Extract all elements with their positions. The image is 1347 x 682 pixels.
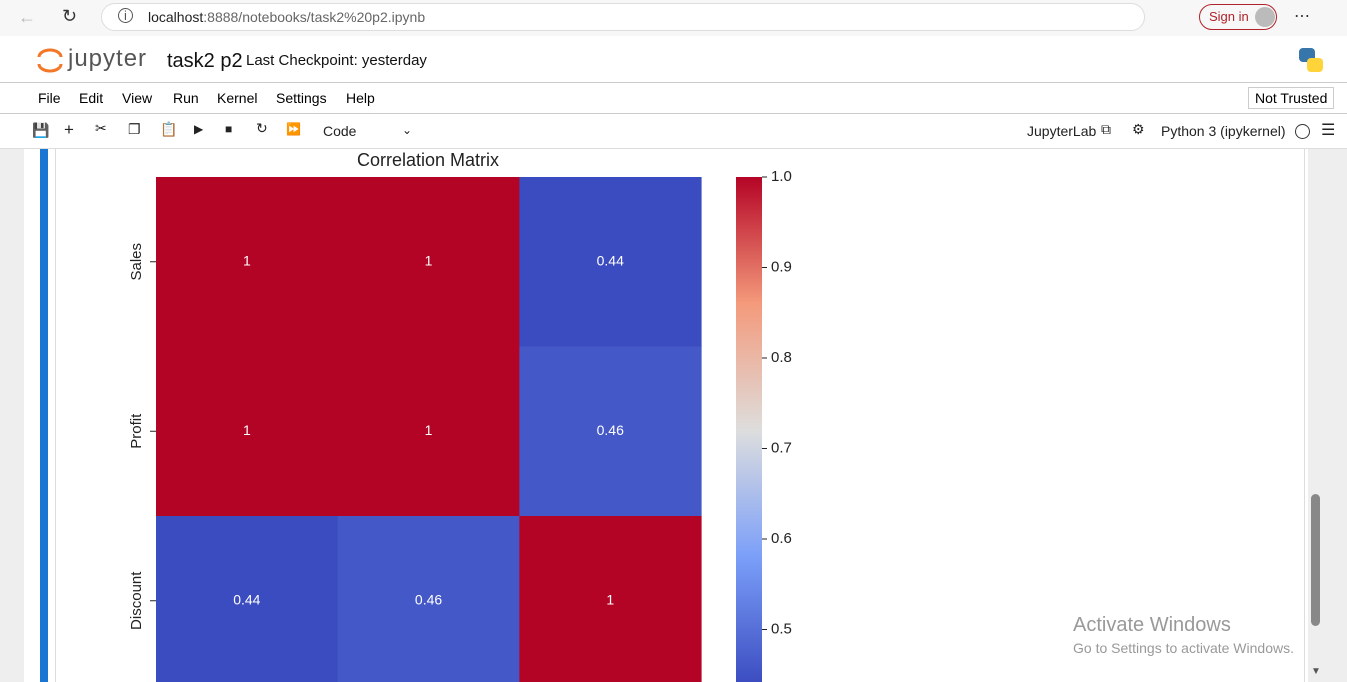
checkpoint: Last Checkpoint: yesterday [246,52,427,69]
colorbar-tick-label: 0.8 [771,349,792,366]
cell-label: 1 [425,252,433,268]
heatmap-cell [337,516,520,682]
external-icon: ⧉ [1101,121,1111,137]
cut-button[interactable]: ✂ [95,120,107,136]
colorbar-tick-label: 1.0 [771,168,792,185]
heatmap-cell [519,177,702,347]
jupyter-logo[interactable]: jupyter [68,45,148,72]
copy-button[interactable]: ❐ [128,121,141,137]
watermark-subtitle: Go to Settings to activate Windows. [1073,640,1294,656]
menu-item[interactable]: View [122,90,153,106]
active-cell-bar [40,149,48,682]
heatmap-cell [519,346,702,517]
cell-type[interactable]: Code [323,123,357,139]
jupyter-logo-mark [37,48,63,73]
run-button[interactable]: ▶ [194,122,204,136]
chart-title: Correlation Matrix [357,150,499,170]
scroll-down[interactable]: ▼ [1311,666,1321,677]
colorbar [736,177,762,682]
toolbar: 💾 + ✂ ❐ 📋 ▶ ■ ↻ ⏩ Code ⌄ JupyterLab ⧉ ⚙ … [0,114,1347,149]
notebook-name[interactable]: task2 p2 [167,50,243,72]
avatar [1255,7,1275,27]
menu-item[interactable]: Run [173,90,199,106]
site-info[interactable]: i [118,8,133,23]
heatmap-cell [156,516,339,682]
kernel-name[interactable]: Python 3 (ipykernel) [1161,123,1286,139]
back-button[interactable]: ← [18,7,36,27]
debugger-icon[interactable]: ⚙ [1132,121,1145,137]
cell-label: 0.44 [597,252,624,268]
cell-label: 1 [243,422,251,438]
menu-item[interactable]: Help [346,90,375,106]
colorbar-tick-label: 0.9 [771,258,792,275]
jupyter-header: jupyter task2 p2 Last Checkpoint: yester… [0,36,1347,83]
heatmap-cell [156,177,339,347]
menu-item[interactable]: Kernel [217,90,258,106]
url-path: :8888/notebooks/task2%20p2.ipynb [203,9,426,25]
cell-label: 1 [425,422,433,438]
y-tick-label: Profit [128,413,145,449]
url-host: localhost [148,9,204,25]
scrollbar-thumb[interactable] [1311,494,1320,626]
colorbar-tick-label: 0.6 [771,530,792,547]
kernel-status [1295,124,1310,139]
sidebar-toggle[interactable]: ☰ [1321,122,1336,139]
cell-label: 1 [243,252,251,268]
y-tick-label: Sales [128,243,145,281]
cell-label: 0.46 [597,422,624,438]
cell-label: 0.44 [233,591,260,607]
reload-button[interactable]: ↻ [62,6,78,26]
trust-indicator[interactable]: Not Trusted [1248,87,1335,109]
colorbar-tick-label: 0.5 [771,620,792,637]
restart-button[interactable]: ↻ [256,120,268,136]
cell-label: 1 [606,591,614,607]
menu-item[interactable]: File [38,90,61,106]
paste-button[interactable]: 📋 [160,121,178,137]
python-logo [1299,48,1323,72]
watermark-title: Activate Windows [1073,614,1231,636]
cell-output [55,149,1305,682]
jupyterlab-link[interactable]: JupyterLab [1027,123,1097,139]
dropdown-arrow[interactable]: ⌄ [402,123,413,137]
browser-bar: ← ↻ localhost:8888/notebooks/task2%20p2.… [0,0,1347,36]
run-all-button[interactable]: ⏩ [286,122,301,136]
menu-item[interactable]: Settings [276,90,327,106]
colorbar-tick-label: 0.7 [771,439,792,456]
sign-in-button[interactable]: Sign in [1199,4,1277,30]
address-bar[interactable]: localhost:8888/notebooks/task2%20p2.ipyn… [101,3,1145,31]
save-button[interactable]: 💾 [32,122,50,138]
menu-bar: File Edit View Run Kernel Settings Help … [0,83,1347,114]
stop-button[interactable]: ■ [225,122,233,136]
more-button[interactable]: ⋯ [1294,8,1310,25]
add-button[interactable]: + [64,120,74,139]
menu-item[interactable]: Edit [79,90,104,106]
y-tick-label: Discount [128,571,145,630]
sign-in-label: Sign in [1209,9,1249,24]
heatmap-chart: Correlation Matrix 1 1 0.44 1 1 0.46 0.44 0.46 1… [128,150,792,682]
cell-label: 0.46 [415,591,442,607]
heatmap-cell [337,346,520,517]
heatmap-cell [156,346,339,517]
heatmap-cell [337,177,520,347]
heatmap-cell [519,516,702,682]
